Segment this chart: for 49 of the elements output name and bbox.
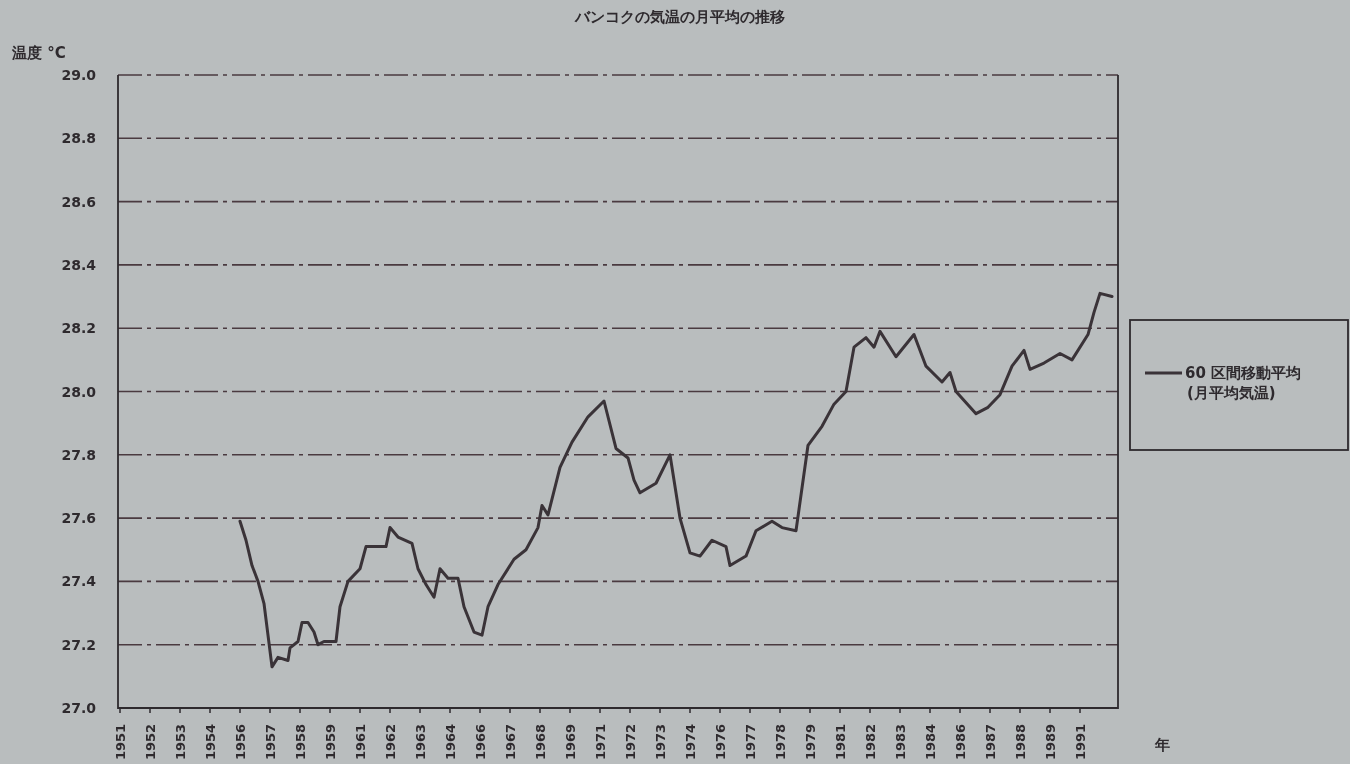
legend-label: 60 区間移動平均 (月平均気温): [1185, 364, 1302, 402]
x-tick-label: 1964: [443, 723, 458, 761]
x-tick-label: 1978: [773, 723, 788, 761]
x-tick-label: 1952: [143, 723, 158, 761]
y-tick-label: 27.0: [61, 700, 97, 716]
x-tick-label: 1972: [623, 723, 638, 761]
x-tick-label: 1983: [893, 723, 908, 761]
y-tick-label: 27.4: [61, 573, 97, 590]
y-tick-label: 27.8: [61, 446, 96, 463]
x-tick-label: 1981: [833, 723, 848, 761]
y-tick-label: 29.0: [61, 67, 97, 83]
y-tick-label: 28.6: [61, 193, 96, 210]
x-tick-label: 1973: [653, 723, 668, 761]
x-tick-label: 1977: [743, 723, 758, 761]
x-tick-label: 1961: [353, 723, 368, 761]
x-tick-label: 1968: [533, 723, 548, 761]
x-tick-label: 1967: [503, 723, 518, 761]
x-tick-label: 1959: [323, 723, 338, 761]
x-tick-label: 1988: [1013, 723, 1028, 761]
x-tick-label: 1956: [233, 723, 248, 761]
y-tick-label: 27.2: [61, 636, 96, 653]
x-tick-label: 1962: [383, 723, 398, 761]
legend: 60 区間移動平均 (月平均気温): [1129, 319, 1349, 451]
x-tick-label: 1989: [1043, 723, 1058, 761]
x-tick-label: 1957: [263, 723, 278, 761]
x-tick-label: 1963: [413, 723, 428, 761]
x-tick-label: 1951: [113, 723, 128, 761]
x-tick-label: 1979: [803, 723, 818, 761]
x-tick-label: 1991: [1073, 723, 1088, 761]
x-tick-label: 1971: [593, 723, 608, 761]
x-tick-label: 1954: [203, 723, 218, 761]
x-tick-label: 1958: [293, 723, 308, 761]
x-tick-label: 1987: [983, 723, 998, 761]
chart-title: バンコクの気温の月平均の推移: [574, 8, 785, 26]
y-tick-label: 28.0: [61, 383, 97, 400]
y-tick-label: 28.8: [61, 130, 96, 147]
x-tick-label: 1974: [683, 723, 698, 761]
x-tick-label: 1982: [863, 723, 878, 761]
y-tick-label: 27.6: [61, 510, 96, 527]
y-axis-title: 温度 °C: [11, 44, 66, 62]
x-tick-label: 1986: [953, 723, 968, 761]
x-tick-label: 1984: [923, 723, 938, 761]
x-tick-label: 1966: [473, 723, 488, 761]
y-tick-label: 28.2: [61, 320, 96, 337]
x-tick-label: 1969: [563, 723, 578, 761]
x-tick-label: 1976: [713, 723, 728, 761]
x-axis-title: 年: [1154, 736, 1170, 754]
x-tick-label: 1953: [173, 723, 188, 761]
y-tick-label: 28.4: [61, 256, 97, 273]
